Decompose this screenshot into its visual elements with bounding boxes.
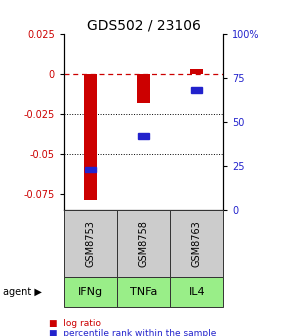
Text: GSM8753: GSM8753 xyxy=(85,220,95,267)
Text: IFNg: IFNg xyxy=(78,287,103,297)
Text: GSM8758: GSM8758 xyxy=(139,220,148,267)
Text: ■  log ratio: ■ log ratio xyxy=(49,319,101,328)
Title: GDS502 / 23106: GDS502 / 23106 xyxy=(87,18,200,33)
Text: ■  percentile rank within the sample: ■ percentile rank within the sample xyxy=(49,329,217,336)
Bar xyxy=(138,133,149,139)
Bar xyxy=(191,87,202,93)
Text: agent ▶: agent ▶ xyxy=(3,287,42,297)
Bar xyxy=(190,69,203,74)
Text: IL4: IL4 xyxy=(188,287,205,297)
Bar xyxy=(85,167,96,172)
Text: GSM8763: GSM8763 xyxy=(192,220,202,267)
Bar xyxy=(137,74,150,102)
Text: TNFa: TNFa xyxy=(130,287,157,297)
Bar xyxy=(84,74,97,200)
